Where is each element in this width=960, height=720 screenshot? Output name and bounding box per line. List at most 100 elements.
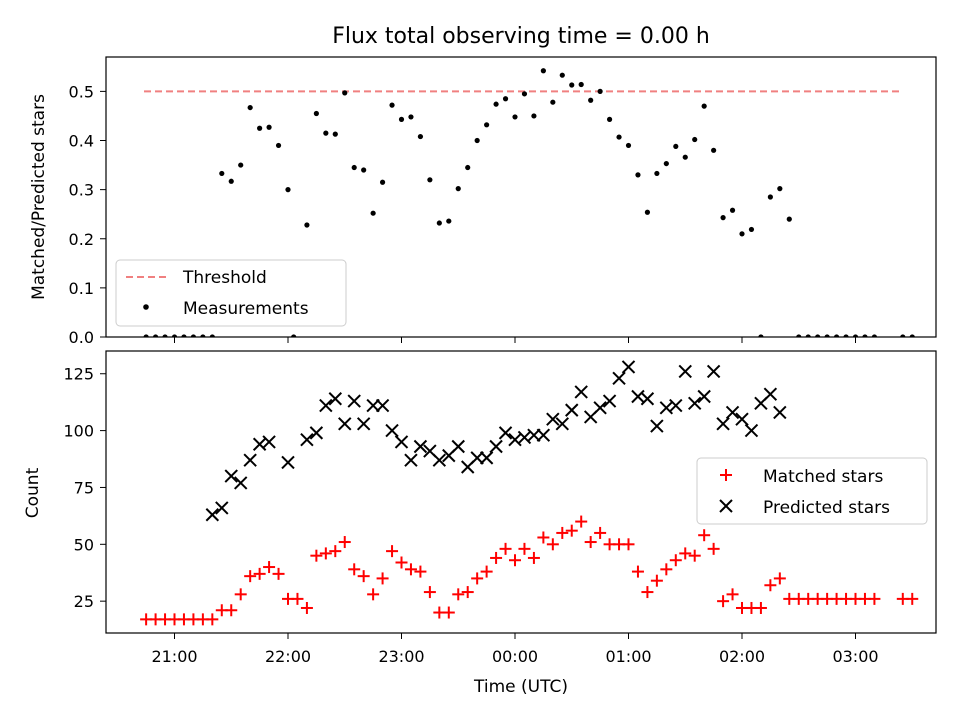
chart-title: Flux total observing time = 0.00 h [332, 24, 710, 49]
matched-star-point [461, 586, 474, 599]
measurement-point [502, 96, 509, 102]
matched-star-point [234, 588, 247, 601]
x-tick-label: 21:00 [151, 647, 197, 666]
predicted-star-point [404, 453, 418, 467]
measurement-point [852, 334, 859, 337]
measurement-point [540, 68, 546, 74]
matched-star-point [357, 570, 370, 583]
bottom-axes: 25 50 75 100 125 21:00 22:00 23:00 00:00 01:00 02:… [63, 365, 878, 666]
top-axes: 0.0 0.1 0.2 0.3 0.4 0.5 [69, 82, 856, 347]
matched-star-point [518, 542, 531, 555]
matched-star-point [471, 572, 484, 585]
predicted-star-point [716, 417, 730, 431]
matched-star-point [565, 524, 578, 537]
y-tick-label-top: 0.2 [69, 230, 94, 249]
predicted-star-point [725, 405, 740, 420]
matched-star-point [414, 565, 427, 578]
matched-star-point [717, 595, 730, 608]
measurement-point [692, 136, 698, 143]
predicted-star-point [347, 394, 361, 408]
measurement-point [909, 334, 915, 337]
measurement-point [635, 172, 641, 178]
predicted-star-point [735, 412, 749, 426]
predicted-star-point [281, 455, 295, 470]
legend-threshold-label: Threshold [182, 268, 267, 288]
y-tick-label-top: 0.1 [69, 279, 94, 298]
measurement-point [550, 99, 556, 105]
measurement-point [815, 334, 821, 337]
measurement-point [143, 334, 149, 337]
predicted-star-point [356, 417, 371, 431]
matched-star-point [338, 536, 351, 549]
measurement-point [152, 334, 159, 337]
measurement-point [389, 102, 395, 108]
predicted-star-point [451, 439, 465, 454]
measurement-point [474, 137, 480, 144]
matched-star-point [764, 579, 777, 592]
matched-star-point [329, 545, 342, 558]
matched-star-point [319, 547, 332, 560]
legend-matched-marker [720, 469, 732, 481]
measurement-point [342, 90, 348, 96]
legend-box [696, 457, 928, 525]
measurement-point [285, 187, 291, 193]
matched-star-point [707, 542, 720, 555]
matched-star-point [906, 592, 919, 605]
y-tick-label-top: 0.0 [69, 328, 94, 347]
matched-star-point [272, 567, 285, 580]
matched-star-point [622, 538, 635, 551]
measurement-point [711, 147, 717, 153]
bottom-legend: Matched stars Predicted stars [696, 457, 928, 525]
measurement-point [805, 334, 811, 337]
predicted-star-point [593, 401, 607, 415]
predicted-star-point [744, 423, 759, 438]
matched-star-point [556, 526, 569, 539]
predicted-star-point [243, 453, 257, 467]
measurement-point [351, 164, 357, 171]
top-legend: Threshold Measurements [115, 259, 347, 327]
matched-star-point [679, 547, 692, 560]
matched-star-point [263, 561, 276, 574]
measurement-point [370, 210, 376, 216]
matched-star-point [509, 554, 521, 567]
predicted-star-point [527, 428, 541, 442]
measurement-point [824, 334, 830, 337]
predicted-star-point [612, 371, 626, 385]
matched-star-point [348, 563, 361, 576]
matched-star-point [499, 542, 512, 555]
matched-star-point [206, 613, 219, 626]
predicted-star-point [385, 423, 399, 438]
x-tick-label: 22:00 [265, 647, 311, 666]
measurement-point [606, 116, 613, 122]
predicted-star-point [262, 435, 276, 449]
matched-star-point [726, 588, 739, 601]
measurement-point [862, 334, 868, 337]
matched-star-point [868, 592, 881, 605]
matched-star-point [594, 526, 607, 539]
predicted-star-point [706, 364, 721, 379]
matched-star-point [367, 588, 380, 601]
measurement-point [871, 334, 878, 337]
measurement-point [701, 103, 707, 109]
y-tick-label-top: 0.3 [69, 181, 94, 200]
predicted-star-point [432, 453, 447, 467]
measurement-point [313, 110, 319, 117]
legend-measurements-label: Measurements [183, 299, 309, 319]
matched-star-point [404, 563, 417, 576]
measurement-point [796, 334, 802, 337]
predicted-star-point [546, 412, 560, 426]
measurement-point [644, 209, 651, 215]
predicted-star-point [688, 396, 702, 411]
measurement-point [465, 164, 471, 171]
legend-matched-label: Matched stars [763, 467, 883, 487]
measurement-point [758, 334, 764, 337]
predicted-star-point [678, 364, 692, 379]
matched-star-point [660, 563, 673, 576]
matched-star-point [575, 515, 588, 528]
matched-star-point [225, 604, 238, 617]
measurement-point [578, 81, 584, 88]
predicted-star-point [366, 398, 380, 413]
